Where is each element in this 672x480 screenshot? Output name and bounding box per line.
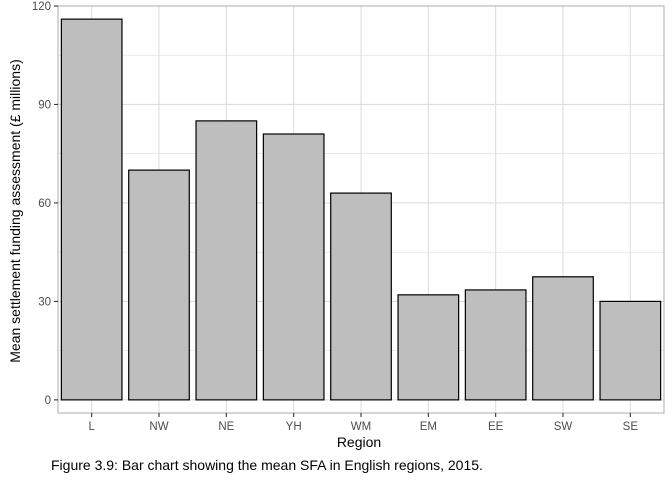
x-tick-label: L	[88, 421, 95, 433]
x-axis: L NW NE YH WM EM EE SW SE	[88, 413, 638, 433]
x-tick-label: YH	[286, 421, 302, 433]
y-tick-label: 60	[38, 198, 51, 210]
y-tick-label: 30	[38, 296, 51, 308]
bar-nw	[128, 169, 190, 401]
x-tick-label: NE	[218, 421, 234, 433]
bars	[60, 18, 662, 401]
x-tick-label: SE	[623, 421, 639, 433]
x-axis-title: Region	[337, 434, 381, 450]
bar-l	[60, 18, 123, 401]
figure-caption: Figure 3.9: Bar chart showing the mean S…	[51, 457, 483, 473]
x-tick-label: EM	[420, 421, 437, 433]
y-axis-title: Mean settlement funding assessment (£ mi…	[7, 59, 23, 362]
x-tick-label: EE	[488, 421, 504, 433]
x-tick-label: NW	[149, 421, 168, 433]
bar-em	[397, 294, 460, 401]
bar-wm	[330, 192, 392, 401]
bar-ee	[464, 289, 527, 401]
y-tick-label: 120	[32, 1, 51, 13]
x-tick-label: SW	[554, 421, 573, 433]
y-axis: 0 30 60 90 120	[32, 1, 58, 407]
bar-se	[599, 300, 662, 401]
y-tick-label: 90	[38, 99, 51, 111]
bar-chart: 0 30 60 90 120 L NW NE YH WM EM EE SW SE Region Mean…	[7, 1, 665, 450]
bar-sw	[532, 276, 594, 401]
bar-ne	[195, 120, 258, 401]
bar-yh	[262, 133, 325, 401]
y-tick-label: 0	[45, 395, 51, 407]
x-tick-label: WM	[351, 421, 371, 433]
